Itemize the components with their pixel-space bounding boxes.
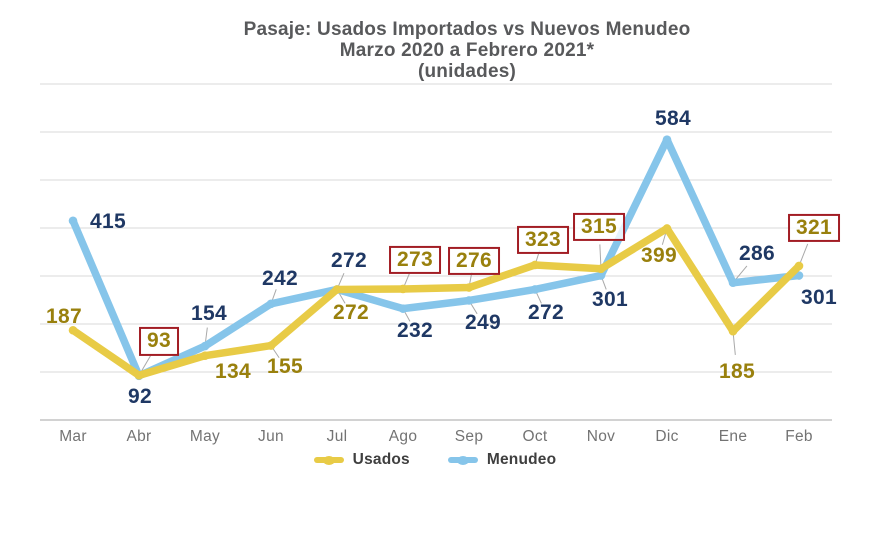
menudeo-line-swatch-icon [447, 455, 478, 465]
data-point-usados-abr [134, 371, 144, 380]
data-point-menudeo-ene [728, 278, 738, 288]
chart-title: Pasaje: Usados Importados vs Nuevos Menu… [0, 19, 870, 82]
chart-title-line-3: (unidades) [417, 61, 517, 82]
data-point-menudeo-mar [68, 216, 78, 226]
data-point-usados-jul [332, 285, 342, 294]
legend-label-usados: Usados [352, 451, 410, 468]
data-point-menudeo-may [200, 341, 210, 351]
data-point-usados-jun [266, 341, 276, 350]
data-point-menudeo-ago [398, 304, 408, 313]
data-point-usados-nov [596, 264, 606, 274]
series-line-usados [69, 224, 803, 380]
legend-item-menudeo: Menudeo [447, 451, 557, 469]
data-point-usados-ago [398, 284, 408, 294]
data-point-usados-oct [530, 260, 540, 270]
usados-line-swatch-icon [313, 455, 344, 465]
data-point-menudeo-nov [596, 271, 606, 280]
data-point-usados-mar [68, 325, 78, 335]
data-point-menudeo-feb [794, 271, 804, 280]
data-point-menudeo-oct [530, 285, 540, 294]
data-point-menudeo-dic [662, 135, 672, 144]
series-line-menudeo [69, 135, 803, 380]
data-point-menudeo-jun [266, 299, 276, 309]
data-point-usados-ene [728, 326, 738, 336]
data-point-usados-sep [464, 283, 474, 292]
data-point-usados-feb [794, 261, 804, 271]
data-point-usados-may [200, 351, 210, 360]
chart-title-line-1: Pasaje: Usados Importados vs Nuevos Menu… [243, 19, 691, 40]
data-point-usados-dic [662, 224, 672, 233]
chart-legend: Usados Menudeo [0, 451, 870, 469]
chart-title-line-2: Marzo 2020 a Febrero 2021* [339, 40, 595, 61]
legend-item-usados: Usados [313, 451, 410, 469]
legend-label-menudeo: Menudeo [486, 451, 557, 468]
data-point-menudeo-sep [464, 296, 474, 305]
